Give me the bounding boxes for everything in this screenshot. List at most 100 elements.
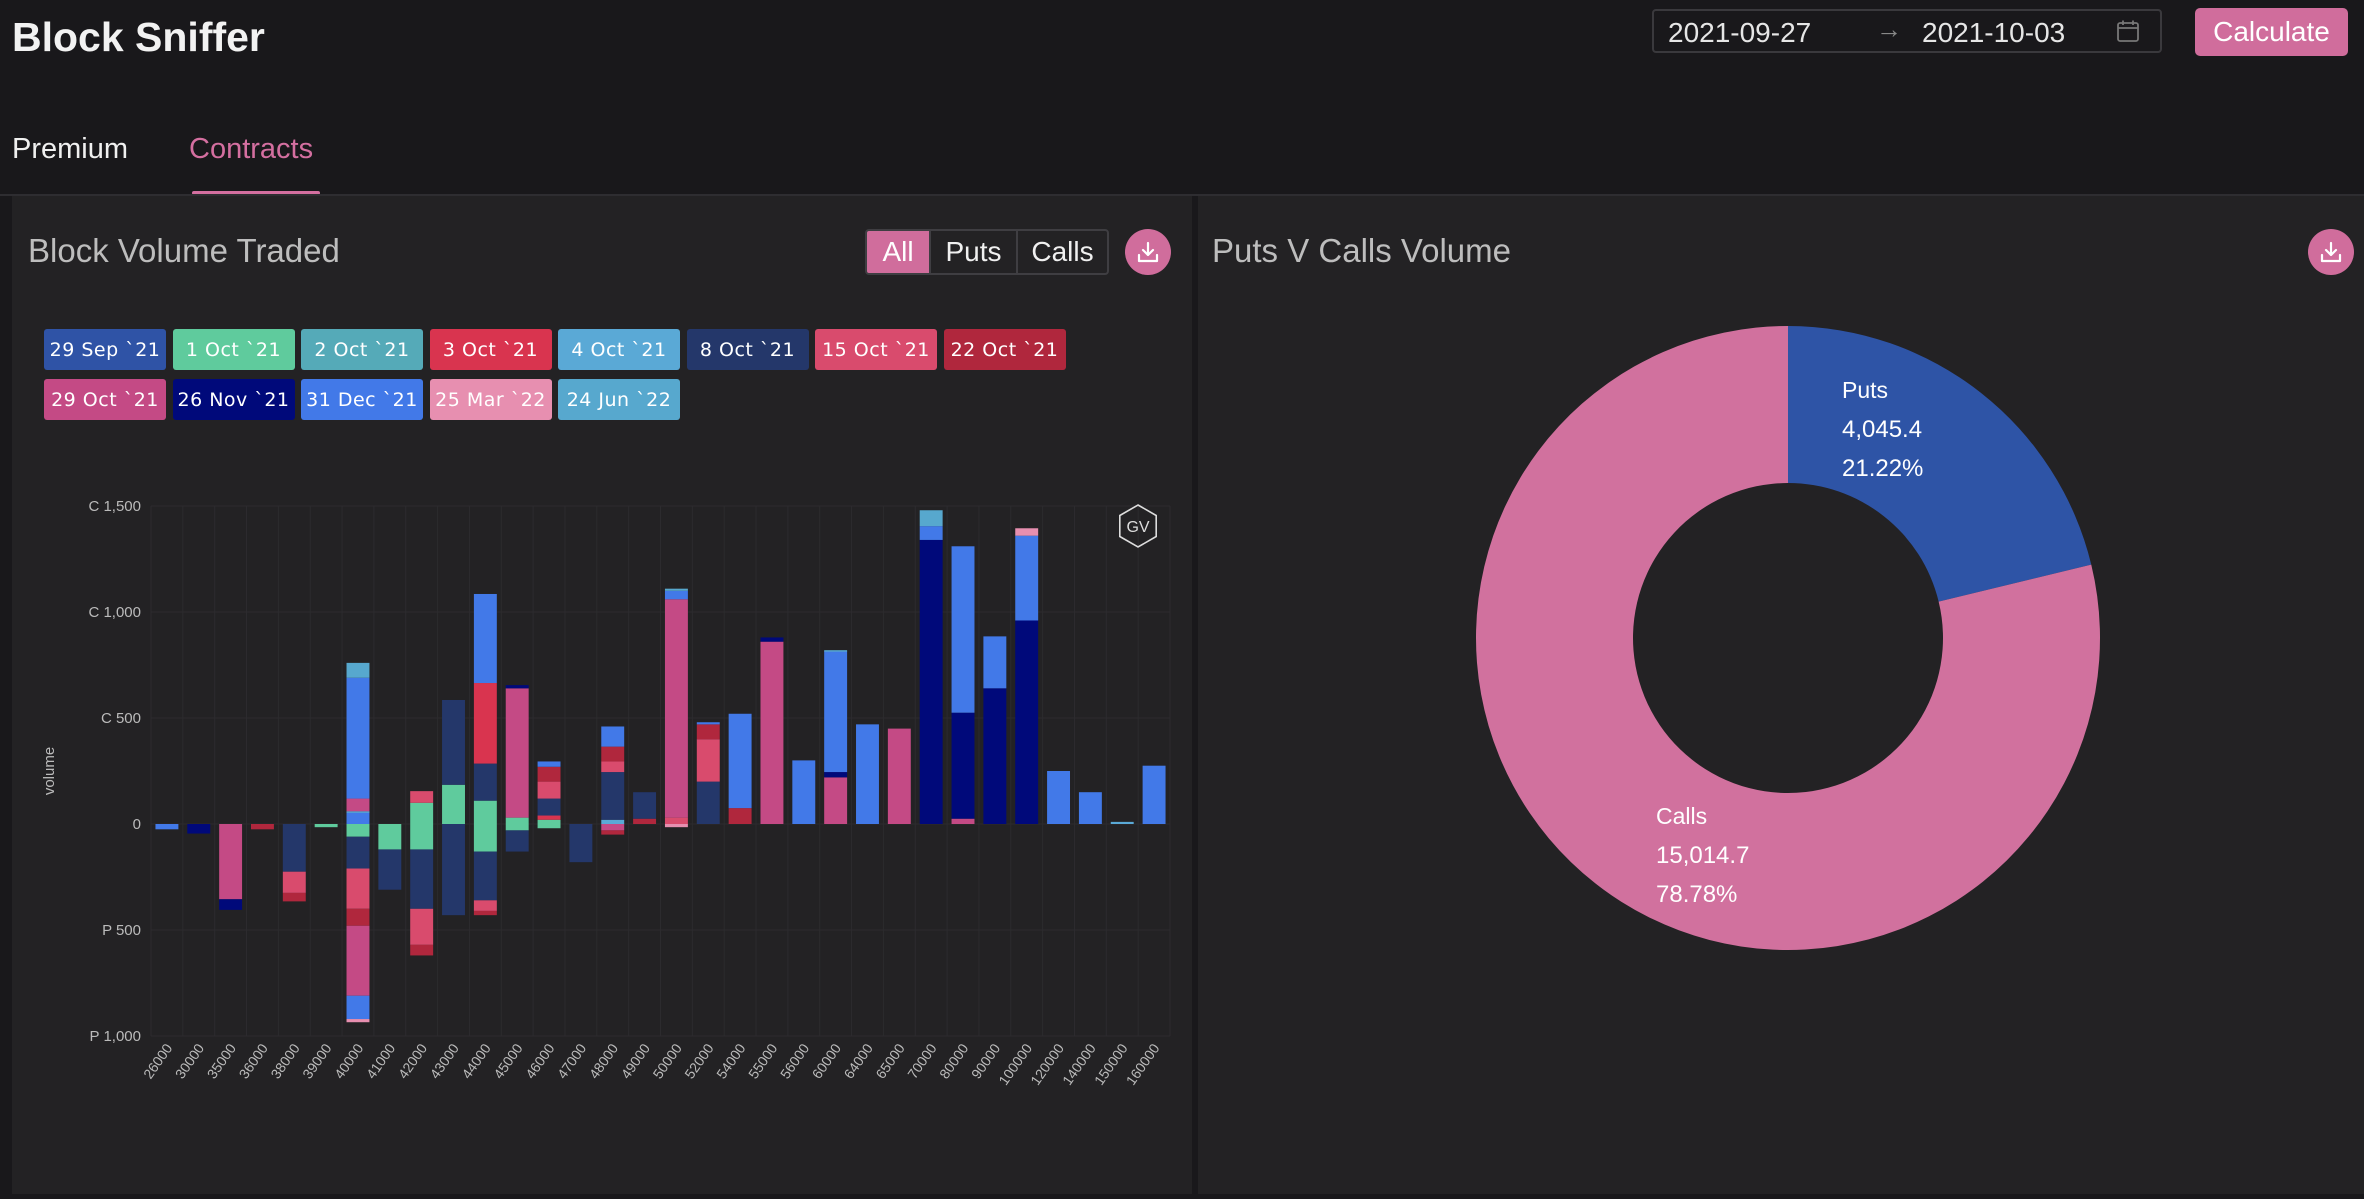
bar-segment[interactable] <box>824 650 848 652</box>
bar-segment[interactable] <box>537 815 561 820</box>
bar-segment[interactable] <box>346 798 370 812</box>
bar-segment[interactable] <box>282 892 306 902</box>
bar-segment[interactable] <box>346 811 370 824</box>
bar-segment[interactable] <box>473 683 497 764</box>
bar-segment[interactable] <box>1015 528 1039 536</box>
bar-segment[interactable] <box>537 798 561 816</box>
bar-segment[interactable] <box>1142 765 1166 824</box>
download-button[interactable] <box>1125 229 1171 275</box>
bar-segment[interactable] <box>601 726 625 747</box>
bar-segment[interactable] <box>537 824 561 829</box>
bar-segment[interactable] <box>505 830 529 852</box>
bar-segment[interactable] <box>346 868 370 909</box>
bar-segment[interactable] <box>473 900 497 911</box>
expiry-chip[interactable]: 1 Oct `21 <box>172 329 295 370</box>
calendar-icon[interactable] <box>2116 19 2140 43</box>
expiry-chip[interactable]: 3 Oct `21 <box>429 329 552 370</box>
bar-segment[interactable] <box>219 824 243 900</box>
bar-segment[interactable] <box>410 791 434 803</box>
bar-segment[interactable] <box>601 746 625 762</box>
bar-segment[interactable] <box>473 824 497 852</box>
bar-segment[interactable] <box>633 818 657 824</box>
bar-segment[interactable] <box>1047 771 1071 824</box>
bar-segment[interactable] <box>346 1019 370 1023</box>
expiry-chip[interactable]: 29 Sep `21 <box>44 329 166 370</box>
bar-segment[interactable] <box>346 811 370 813</box>
bar-segment[interactable] <box>664 824 688 828</box>
bar-segment[interactable] <box>410 908 434 945</box>
bar-segment[interactable] <box>505 688 529 818</box>
bar-segment[interactable] <box>505 685 529 689</box>
bar-segment[interactable] <box>314 824 338 828</box>
bar-segment[interactable] <box>410 944 434 956</box>
bar-segment[interactable] <box>378 849 402 890</box>
bar-segment[interactable] <box>569 824 593 863</box>
bar-segment[interactable] <box>537 766 561 782</box>
bar-segment[interactable] <box>887 728 911 824</box>
bar-segment[interactable] <box>696 724 720 740</box>
date-range-picker[interactable]: 2021-09-27 → 2021-10-03 <box>1652 9 2162 53</box>
bar-segment[interactable] <box>378 824 402 850</box>
bar-segment[interactable] <box>664 590 688 600</box>
bar-segment[interactable] <box>346 925 370 996</box>
tab-contracts[interactable]: Contracts <box>189 133 314 165</box>
bar-segment[interactable] <box>219 899 243 910</box>
bar-segment[interactable] <box>951 712 975 819</box>
tab-premium[interactable]: Premium <box>12 133 129 165</box>
bar-segment[interactable] <box>155 824 179 830</box>
bar-segment[interactable] <box>346 836 370 869</box>
expiry-chip[interactable]: 26 Nov `21 <box>172 379 295 420</box>
filter-calls-button[interactable]: Calls <box>1016 231 1107 273</box>
bar-segment[interactable] <box>410 802 434 824</box>
bar-segment[interactable] <box>473 763 497 801</box>
download-button-pie[interactable] <box>2308 229 2354 275</box>
bar-segment[interactable] <box>728 808 752 824</box>
bar-segment[interactable] <box>346 995 370 1020</box>
bar-segment[interactable] <box>346 824 370 837</box>
put-call-filter[interactable]: All Puts Calls <box>865 229 1109 275</box>
bar-segment[interactable] <box>633 792 657 819</box>
bar-segment[interactable] <box>696 722 720 725</box>
bar-segment[interactable] <box>1110 821 1134 824</box>
bar-segment[interactable] <box>792 760 816 824</box>
bar-segment[interactable] <box>728 713 752 809</box>
bar-segment[interactable] <box>601 830 625 835</box>
bar-segment[interactable] <box>919 539 943 824</box>
bar-segment[interactable] <box>410 849 434 909</box>
expiry-chip[interactable]: 29 Oct `21 <box>44 379 166 420</box>
bar-segment[interactable] <box>537 819 561 824</box>
bar-segment[interactable] <box>442 699 465 785</box>
bar-segment[interactable] <box>983 636 1007 689</box>
bar-segment[interactable] <box>824 777 848 824</box>
filter-puts-button[interactable]: Puts <box>929 231 1016 273</box>
bar-segment[interactable] <box>282 824 306 872</box>
bar-segment[interactable] <box>824 651 848 773</box>
bar-segment[interactable] <box>505 817 529 824</box>
bar-segment[interactable] <box>346 677 370 799</box>
donut-slice[interactable] <box>1788 326 2092 602</box>
bar-segment[interactable] <box>601 761 625 773</box>
expiry-chip[interactable]: 25 Mar `22 <box>429 379 552 420</box>
bar-segment[interactable] <box>187 824 211 834</box>
bar-segment[interactable] <box>601 772 625 820</box>
calculate-button[interactable]: Calculate <box>2195 8 2348 56</box>
bar-segment[interactable] <box>537 781 561 799</box>
expiry-chip[interactable]: 31 Dec `21 <box>301 379 423 420</box>
bar-segment[interactable] <box>951 546 975 713</box>
bar-segment[interactable] <box>760 641 784 824</box>
bar-segment[interactable] <box>824 772 848 778</box>
donut-slice[interactable] <box>1476 326 2100 951</box>
bar-segment[interactable] <box>856 724 879 824</box>
expiry-chip[interactable]: 24 Jun `22 <box>558 379 680 420</box>
bar-segment[interactable] <box>696 781 720 824</box>
bar-segment[interactable] <box>473 800 497 824</box>
expiry-chip[interactable]: 22 Oct `21 <box>943 329 1066 370</box>
bar-segment[interactable] <box>951 818 975 824</box>
bar-segment[interactable] <box>696 739 720 782</box>
bar-segment[interactable] <box>505 824 529 831</box>
bar-segment[interactable] <box>664 817 688 824</box>
bar-segment[interactable] <box>664 588 688 591</box>
bar-segment[interactable] <box>1015 535 1039 621</box>
expiry-chip[interactable]: 8 Oct `21 <box>686 329 809 370</box>
bar-segment[interactable] <box>601 824 625 831</box>
